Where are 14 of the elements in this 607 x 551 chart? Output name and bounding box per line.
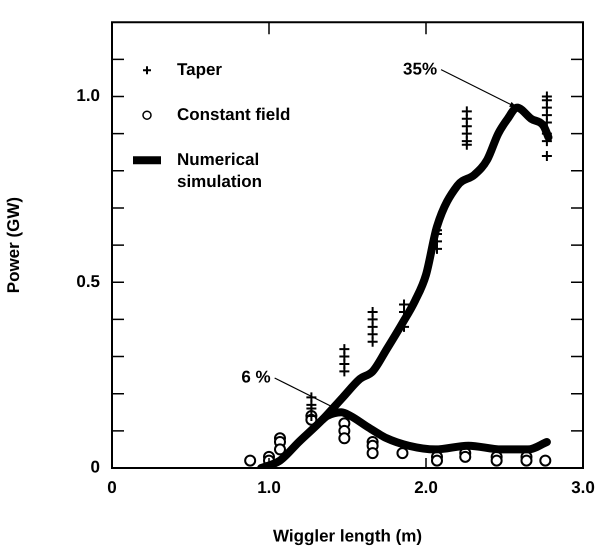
annotation: 6 % — [241, 368, 271, 387]
y-tick-label: 0 — [90, 458, 100, 477]
x-axis-title: Wiggler length (m) — [272, 526, 422, 546]
x-tick-label: 0 — [107, 478, 117, 497]
x-tick-label: 2.0 — [414, 478, 438, 497]
x-tick-label: 1.0 — [257, 478, 281, 497]
y-tick-label: 0.5 — [76, 272, 100, 291]
legend-label: Taper — [177, 60, 222, 79]
x-tick-label: 3.0 — [571, 478, 595, 497]
y-axis-title: Power (GW) — [4, 196, 23, 294]
annotation: 35% — [403, 59, 438, 78]
legend-label: Constant field — [177, 104, 290, 124]
legend-label: Numerical simulation — [177, 150, 262, 191]
y-tick-label: 1.0 — [76, 86, 100, 106]
